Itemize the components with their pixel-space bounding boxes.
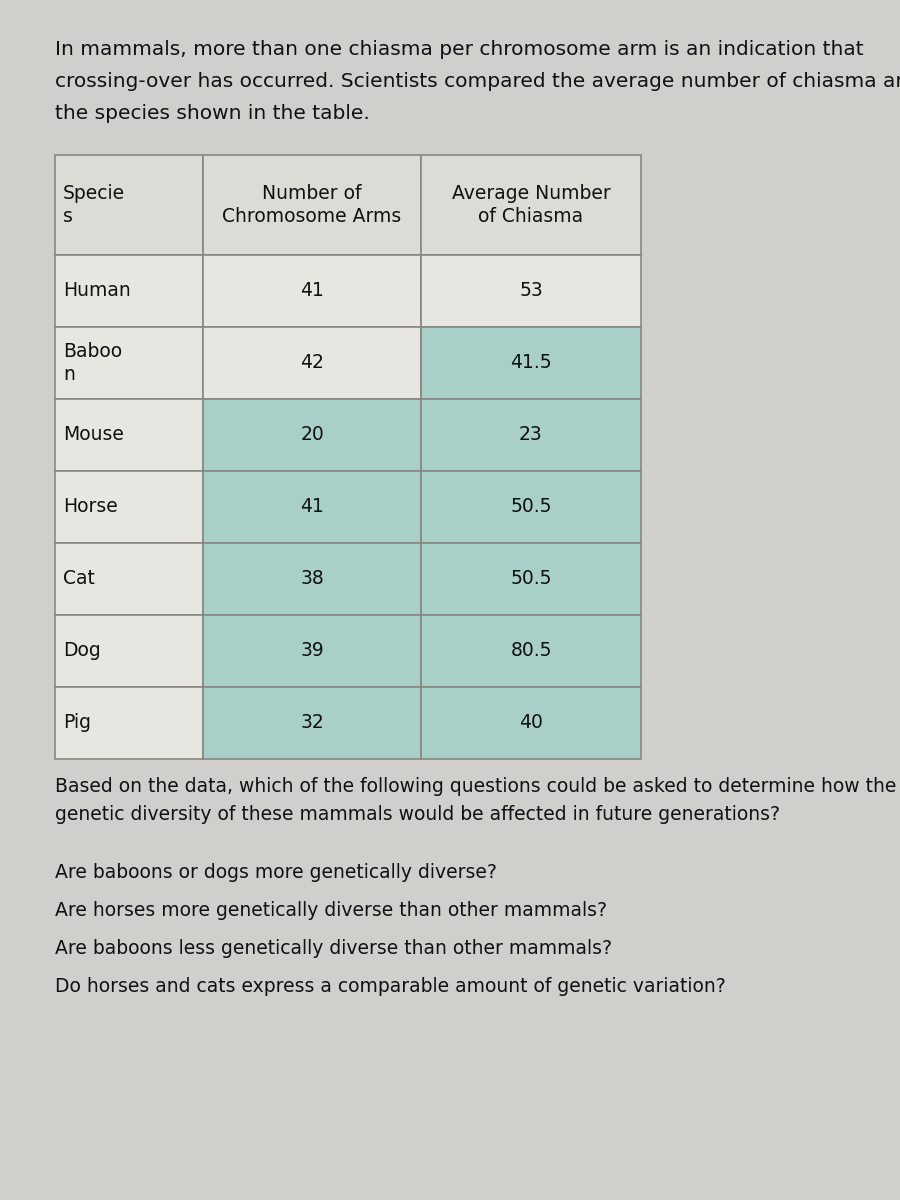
Bar: [203, 542, 421, 614]
Text: Dog: Dog: [63, 642, 101, 660]
Text: Horse: Horse: [63, 498, 118, 516]
Bar: [421, 470, 641, 542]
Text: 53: 53: [519, 282, 543, 300]
Text: crossing-over has occurred. Scientists compared the average number of chiasma am: crossing-over has occurred. Scientists c…: [55, 72, 900, 91]
Bar: [203, 470, 421, 542]
Text: genetic diversity of these mammals would be affected in future generations?: genetic diversity of these mammals would…: [55, 805, 780, 824]
Bar: [203, 254, 421, 326]
Text: 20: 20: [300, 426, 324, 444]
Bar: [55, 686, 203, 758]
Bar: [55, 614, 203, 686]
Bar: [55, 470, 203, 542]
Text: 38: 38: [300, 570, 324, 588]
Text: Are baboons less genetically diverse than other mammals?: Are baboons less genetically diverse tha…: [55, 938, 612, 958]
Text: Cat: Cat: [63, 570, 94, 588]
Bar: [421, 542, 641, 614]
Text: Do horses and cats express a comparable amount of genetic variation?: Do horses and cats express a comparable …: [55, 977, 725, 996]
Text: 41: 41: [300, 498, 324, 516]
Bar: [203, 686, 421, 758]
Text: Specie
s: Specie s: [63, 184, 125, 227]
Text: 41: 41: [300, 282, 324, 300]
Text: 39: 39: [300, 642, 324, 660]
Bar: [203, 614, 421, 686]
Text: 40: 40: [519, 714, 543, 732]
Text: Number of
Chromosome Arms: Number of Chromosome Arms: [222, 184, 401, 227]
Text: Are horses more genetically diverse than other mammals?: Are horses more genetically diverse than…: [55, 901, 607, 920]
Text: Human: Human: [63, 282, 130, 300]
Bar: [203, 326, 421, 398]
Bar: [203, 155, 421, 254]
Text: 50.5: 50.5: [510, 570, 552, 588]
Bar: [55, 254, 203, 326]
Text: In mammals, more than one chiasma per chromosome arm is an indication that: In mammals, more than one chiasma per ch…: [55, 40, 864, 59]
Text: 32: 32: [300, 714, 324, 732]
Text: 23: 23: [519, 426, 543, 444]
Text: 42: 42: [300, 354, 324, 372]
Text: Average Number
of Chiasma: Average Number of Chiasma: [452, 184, 610, 227]
Bar: [421, 155, 641, 254]
Bar: [421, 326, 641, 398]
Bar: [421, 614, 641, 686]
Text: 50.5: 50.5: [510, 498, 552, 516]
Text: Based on the data, which of the following questions could be asked to determine : Based on the data, which of the followin…: [55, 778, 896, 796]
Bar: [421, 398, 641, 470]
Text: the species shown in the table.: the species shown in the table.: [55, 104, 370, 122]
Bar: [421, 686, 641, 758]
Bar: [55, 542, 203, 614]
Text: Mouse: Mouse: [63, 426, 124, 444]
Bar: [203, 398, 421, 470]
Text: 41.5: 41.5: [510, 354, 552, 372]
Bar: [55, 398, 203, 470]
Bar: [55, 155, 203, 254]
Text: Baboo
n: Baboo n: [63, 342, 122, 384]
Text: Are baboons or dogs more genetically diverse?: Are baboons or dogs more genetically div…: [55, 863, 497, 882]
Bar: [55, 326, 203, 398]
Bar: [421, 254, 641, 326]
Text: 80.5: 80.5: [510, 642, 552, 660]
Text: Pig: Pig: [63, 714, 91, 732]
